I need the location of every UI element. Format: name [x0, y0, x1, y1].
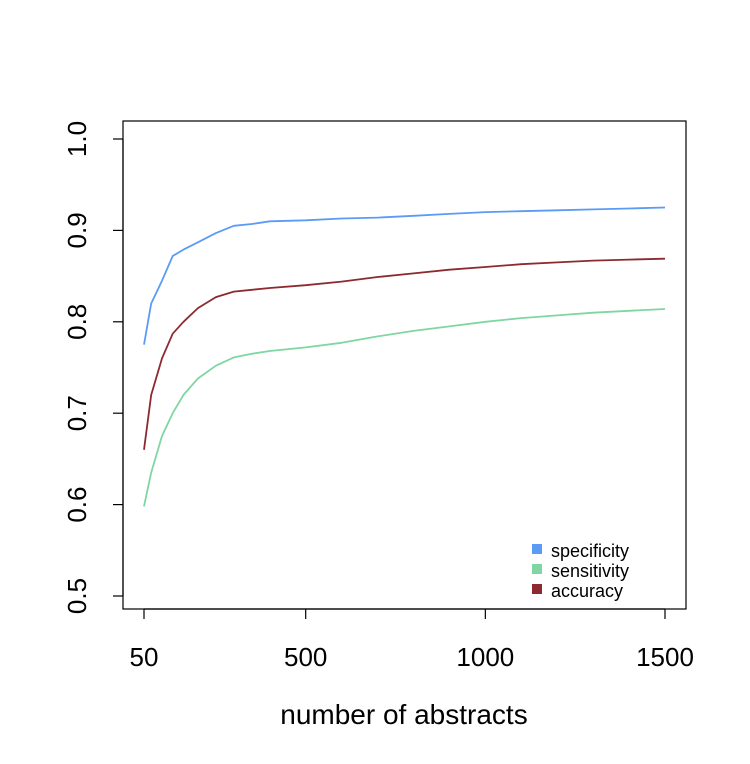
y-tick-label: 0.7 [62, 395, 92, 431]
legend-swatch-accuracy [532, 584, 542, 594]
y-tick-label: 0.8 [62, 304, 92, 340]
series-line-sensitivity [143, 308, 666, 507]
legend-label-sensitivity: sensitivity [551, 561, 629, 581]
legend-swatch-specificity [532, 544, 542, 554]
y-axis: 0.5 0.6 0.7 0.8 0.9 1.0 [62, 121, 124, 614]
x-tick-label: 50 [130, 642, 159, 672]
legend-swatch-sensitivity [532, 564, 542, 574]
y-tick-label: 0.9 [62, 212, 92, 248]
y-tick-label: 1.0 [62, 121, 92, 157]
x-tick-label: 1500 [636, 642, 694, 672]
y-tick-label: 0.5 [62, 578, 92, 614]
x-axis: 50 500 1000 1500 [130, 608, 694, 672]
legend-label-specificity: specificity [551, 541, 629, 561]
legend-label-accuracy: accuracy [551, 581, 623, 601]
x-tick-label: 1000 [456, 642, 514, 672]
plot-frame [122, 120, 687, 610]
series-line-accuracy [143, 257, 666, 450]
x-tick-label: 500 [284, 642, 327, 672]
y-tick-label: 0.6 [62, 487, 92, 523]
series-line-specificity [143, 206, 666, 345]
x-axis-title: number of abstracts [280, 699, 527, 730]
series-layer [143, 206, 666, 507]
